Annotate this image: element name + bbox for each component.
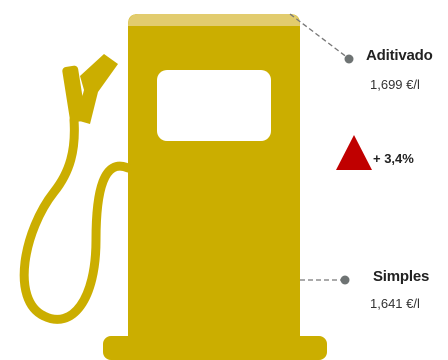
additive-marker-icon: [344, 54, 354, 64]
simple-fuel-price: 1,641 €/l: [370, 296, 420, 311]
pump-body: [128, 14, 300, 340]
additive-fuel-price: 1,699 €/l: [370, 77, 420, 92]
price-change-value: + 3,4%: [373, 151, 414, 166]
simple-marker-icon: [340, 275, 350, 285]
pump-display-window: [157, 70, 271, 141]
pump-top: [128, 14, 300, 26]
additive-leader-line: [289, 13, 349, 59]
pump-hose: [19, 115, 133, 324]
additive-fuel-name: Aditivado: [366, 47, 433, 64]
triangle-up-icon: [336, 135, 372, 170]
pump-base: [103, 336, 327, 360]
pump-nozzle: [76, 54, 118, 124]
simple-fuel-name: Simples: [373, 268, 430, 285]
